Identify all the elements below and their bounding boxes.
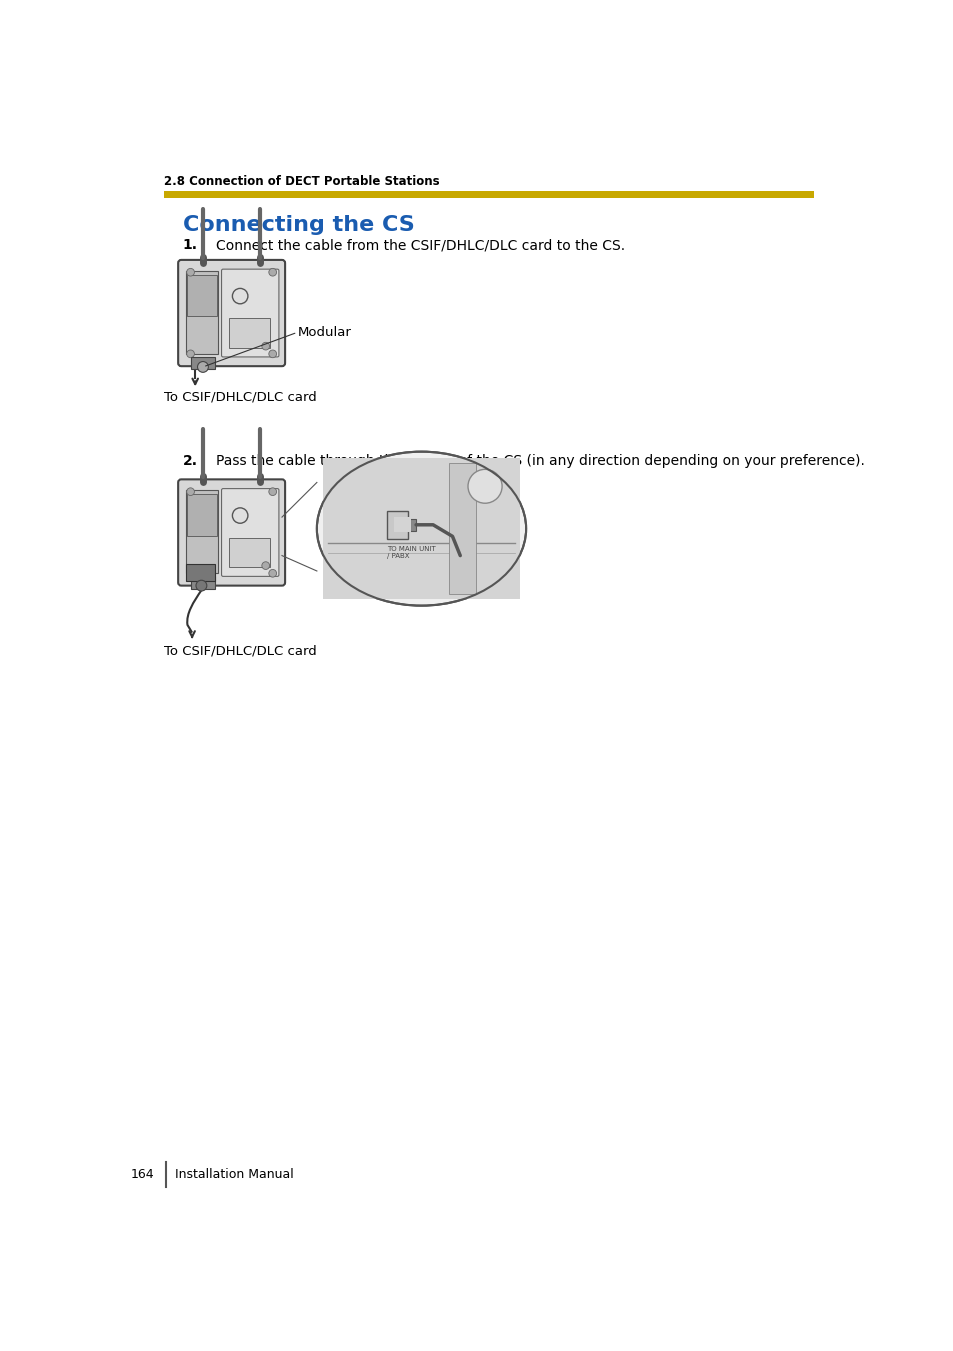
Circle shape [195, 580, 207, 590]
Circle shape [261, 342, 270, 350]
Text: 2.8 Connection of DECT Portable Stations: 2.8 Connection of DECT Portable Stations [164, 174, 439, 188]
FancyBboxPatch shape [386, 511, 408, 539]
Circle shape [187, 488, 194, 496]
FancyBboxPatch shape [178, 480, 285, 585]
FancyBboxPatch shape [187, 494, 216, 536]
Circle shape [269, 570, 276, 577]
Circle shape [269, 269, 276, 276]
FancyBboxPatch shape [178, 259, 285, 366]
FancyBboxPatch shape [448, 463, 476, 594]
Circle shape [261, 562, 270, 570]
FancyBboxPatch shape [191, 357, 215, 369]
FancyBboxPatch shape [221, 489, 278, 577]
FancyBboxPatch shape [186, 490, 218, 573]
Circle shape [197, 362, 208, 373]
Text: Installation Manual: Installation Manual [174, 1169, 294, 1181]
Circle shape [269, 488, 276, 496]
FancyBboxPatch shape [186, 565, 215, 581]
Bar [164, 190, 813, 197]
FancyBboxPatch shape [410, 519, 416, 531]
FancyBboxPatch shape [191, 577, 215, 589]
FancyBboxPatch shape [221, 269, 278, 357]
Text: 2.: 2. [183, 454, 197, 467]
Circle shape [187, 269, 194, 276]
Text: Pass the cable through the groove of the CS (in any direction depending on your : Pass the cable through the groove of the… [216, 454, 864, 467]
Text: 1.: 1. [183, 238, 197, 253]
Text: Modular: Modular [297, 326, 351, 339]
Circle shape [269, 350, 276, 358]
Text: 164: 164 [131, 1169, 154, 1181]
FancyBboxPatch shape [187, 274, 216, 316]
Ellipse shape [316, 451, 525, 605]
Text: TO MAIN UNIT
/ PABX: TO MAIN UNIT / PABX [386, 546, 435, 558]
Circle shape [468, 469, 501, 503]
Circle shape [187, 570, 194, 577]
FancyBboxPatch shape [229, 538, 270, 567]
Text: Connect the cable from the CSIF/DHLC/DLC card to the CS.: Connect the cable from the CSIF/DHLC/DLC… [216, 238, 624, 253]
Text: To CSIF/DHLC/DLC card: To CSIF/DHLC/DLC card [164, 644, 316, 657]
FancyBboxPatch shape [186, 270, 218, 354]
Text: Connecting the CS: Connecting the CS [183, 215, 415, 235]
FancyBboxPatch shape [229, 319, 270, 347]
Circle shape [187, 350, 194, 358]
Text: To CSIF/DHLC/DLC card: To CSIF/DHLC/DLC card [164, 390, 316, 403]
FancyBboxPatch shape [394, 517, 411, 532]
FancyBboxPatch shape [323, 458, 519, 600]
